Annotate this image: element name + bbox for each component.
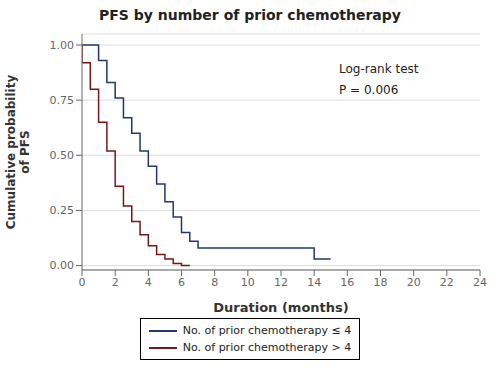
svg-text:4: 4	[145, 276, 152, 289]
svg-text:18: 18	[374, 276, 388, 289]
svg-text:24: 24	[473, 276, 487, 289]
html-text:No. of prior chemotherapy > 4: No. of prior chemotherapy > 4	[182, 341, 352, 354]
svg-text:P = 0.006: P = 0.006	[339, 83, 398, 97]
svg-text:0.50: 0.50	[50, 149, 75, 162]
svg-text:0: 0	[79, 276, 86, 289]
svg-text:22: 22	[440, 276, 454, 289]
svg-text:2: 2	[112, 276, 119, 289]
svg-text:0.00: 0.00	[50, 259, 75, 272]
svg-text:6: 6	[178, 276, 185, 289]
svg-text:1.00: 1.00	[50, 39, 75, 52]
svg-text:Duration (months): Duration (months)	[213, 300, 348, 314]
svg-text:20: 20	[407, 276, 421, 289]
html-text:PFS by number of prior chemoth: PFS by number of prior chemotherapy	[99, 7, 401, 23]
svg-text:8: 8	[211, 276, 218, 289]
svg-text:Log-rank test: Log-rank test	[339, 62, 419, 76]
svg-text:0.25: 0.25	[50, 204, 75, 217]
svg-text:16: 16	[340, 276, 354, 289]
svg-text:12: 12	[274, 276, 288, 289]
svg-text:Cumulative probabilityof PFS: Cumulative probabilityof PFS	[8, 75, 32, 230]
svg-text:10: 10	[241, 276, 255, 289]
html-text:No. of prior chemotherapy ≤ 4: No. of prior chemotherapy ≤ 4	[182, 324, 352, 337]
svg-text:14: 14	[307, 276, 321, 289]
svg-text:0.75: 0.75	[50, 94, 75, 107]
